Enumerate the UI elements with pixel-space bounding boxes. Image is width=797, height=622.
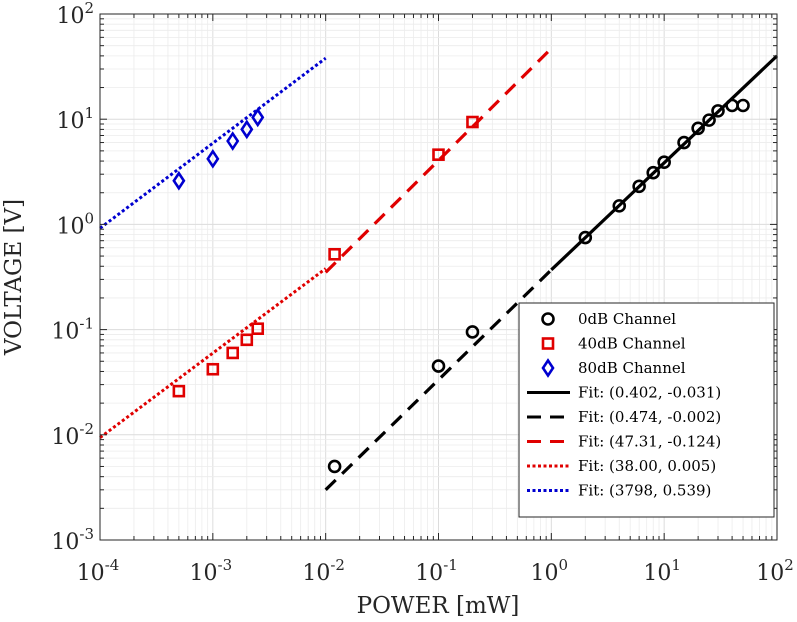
tick-label-exponent: -3 <box>79 525 94 543</box>
tick-label-base: 10 <box>56 214 84 239</box>
tick-label-base: 10 <box>56 109 84 134</box>
tick-label-base: 10 <box>415 561 443 586</box>
data-point <box>632 179 646 194</box>
tick-label-exponent: 2 <box>784 556 794 574</box>
data-point <box>240 119 254 140</box>
tick-label-exponent: 0 <box>559 556 569 574</box>
legend-label: Fit: (0.474, -0.002) <box>578 408 721 426</box>
fit-line <box>324 47 553 274</box>
tick-label-exponent: -1 <box>443 556 458 574</box>
tick-label-exponent: 1 <box>84 104 94 122</box>
legend: 0dB Channel 40dB Channel 80dB Channel Fit: … <box>518 302 775 518</box>
x-tick-label: 10-4 <box>77 556 120 586</box>
legend-label: 0dB Channel <box>578 310 676 328</box>
y-tick-label: 102 <box>56 0 94 29</box>
data-point <box>206 362 220 376</box>
x-tick-label: 10-1 <box>415 556 458 586</box>
tick-label-exponent: -2 <box>79 420 94 438</box>
data-point <box>657 155 671 170</box>
x-axis-title: POWER [mW] <box>357 593 520 619</box>
tick-label-base: 10 <box>531 561 559 586</box>
tick-label-base: 10 <box>77 561 105 586</box>
data-point <box>172 170 186 191</box>
legend-marker <box>541 312 555 326</box>
data-point <box>702 113 716 127</box>
y-tick-label: 100 <box>56 209 94 239</box>
x-tick-label: 102 <box>756 556 794 586</box>
legend-label: 80dB Channel <box>578 359 686 377</box>
legend-marker <box>541 337 555 350</box>
data-point <box>251 322 265 335</box>
axis-ticks <box>99 14 777 541</box>
tick-label-base: 10 <box>190 561 218 586</box>
y-tick-label: 10-2 <box>51 420 94 450</box>
fit-line <box>99 267 327 439</box>
data-point <box>646 165 661 180</box>
tick-label-exponent: 2 <box>84 0 94 17</box>
y-axis-title: VOLTAGE [V] <box>1 199 27 356</box>
legend-label: Fit: (0.402, -0.031) <box>578 384 721 402</box>
data-point <box>711 104 725 118</box>
tick-label-base: 10 <box>56 4 84 29</box>
tick-label-exponent: -4 <box>105 556 120 574</box>
legend-label: Fit: (38.00, 0.005) <box>578 457 716 475</box>
data-point <box>328 247 341 261</box>
data-point <box>466 115 479 129</box>
tick-label-base: 10 <box>756 561 784 586</box>
fit-line <box>324 268 553 491</box>
data-point <box>172 384 186 398</box>
y-tick-label: 101 <box>56 104 94 134</box>
tick-label-base: 10 <box>643 561 671 586</box>
x-tick-label: 10-3 <box>190 556 233 586</box>
data-point <box>677 135 691 150</box>
data-point <box>251 107 265 128</box>
tick-label-exponent: -3 <box>218 556 233 574</box>
tick-labels: 10-4 10-3 10-2 10-1 100 101 10210-310-210-1100… <box>51 0 793 586</box>
y-tick-label: 10-1 <box>51 315 94 345</box>
tick-label-base: 10 <box>51 530 79 555</box>
tick-label-exponent: -2 <box>330 556 345 574</box>
x-tick-label: 100 <box>531 556 569 586</box>
data-points <box>172 98 750 474</box>
data-point <box>240 333 254 347</box>
data-point <box>206 148 220 169</box>
legend-label: Fit: (3798, 0.539) <box>578 482 711 500</box>
x-tick-label: 10-2 <box>302 556 345 586</box>
data-point <box>226 131 240 151</box>
tick-label-exponent: 1 <box>671 556 681 574</box>
y-tick-label: 10-3 <box>51 525 94 555</box>
legend-label: 40dB Channel <box>578 335 686 353</box>
data-point <box>612 199 627 213</box>
tick-label-exponent: -1 <box>79 315 94 333</box>
legend-label: Fit: (47.31, -0.124) <box>578 433 721 451</box>
data-point <box>691 121 705 136</box>
data-point <box>736 98 750 113</box>
data-point <box>578 230 593 245</box>
legend-marker <box>541 358 555 378</box>
tick-label-exponent: 0 <box>84 209 94 227</box>
tick-label-base: 10 <box>51 320 79 345</box>
legend-box <box>518 302 775 518</box>
x-tick-label: 101 <box>643 556 681 586</box>
tick-label-base: 10 <box>302 561 330 586</box>
data-point <box>226 346 240 360</box>
data-point <box>327 459 342 474</box>
tick-label-base: 10 <box>51 425 79 450</box>
data-point <box>432 148 445 161</box>
data-point <box>465 325 480 339</box>
data-point <box>431 359 446 373</box>
